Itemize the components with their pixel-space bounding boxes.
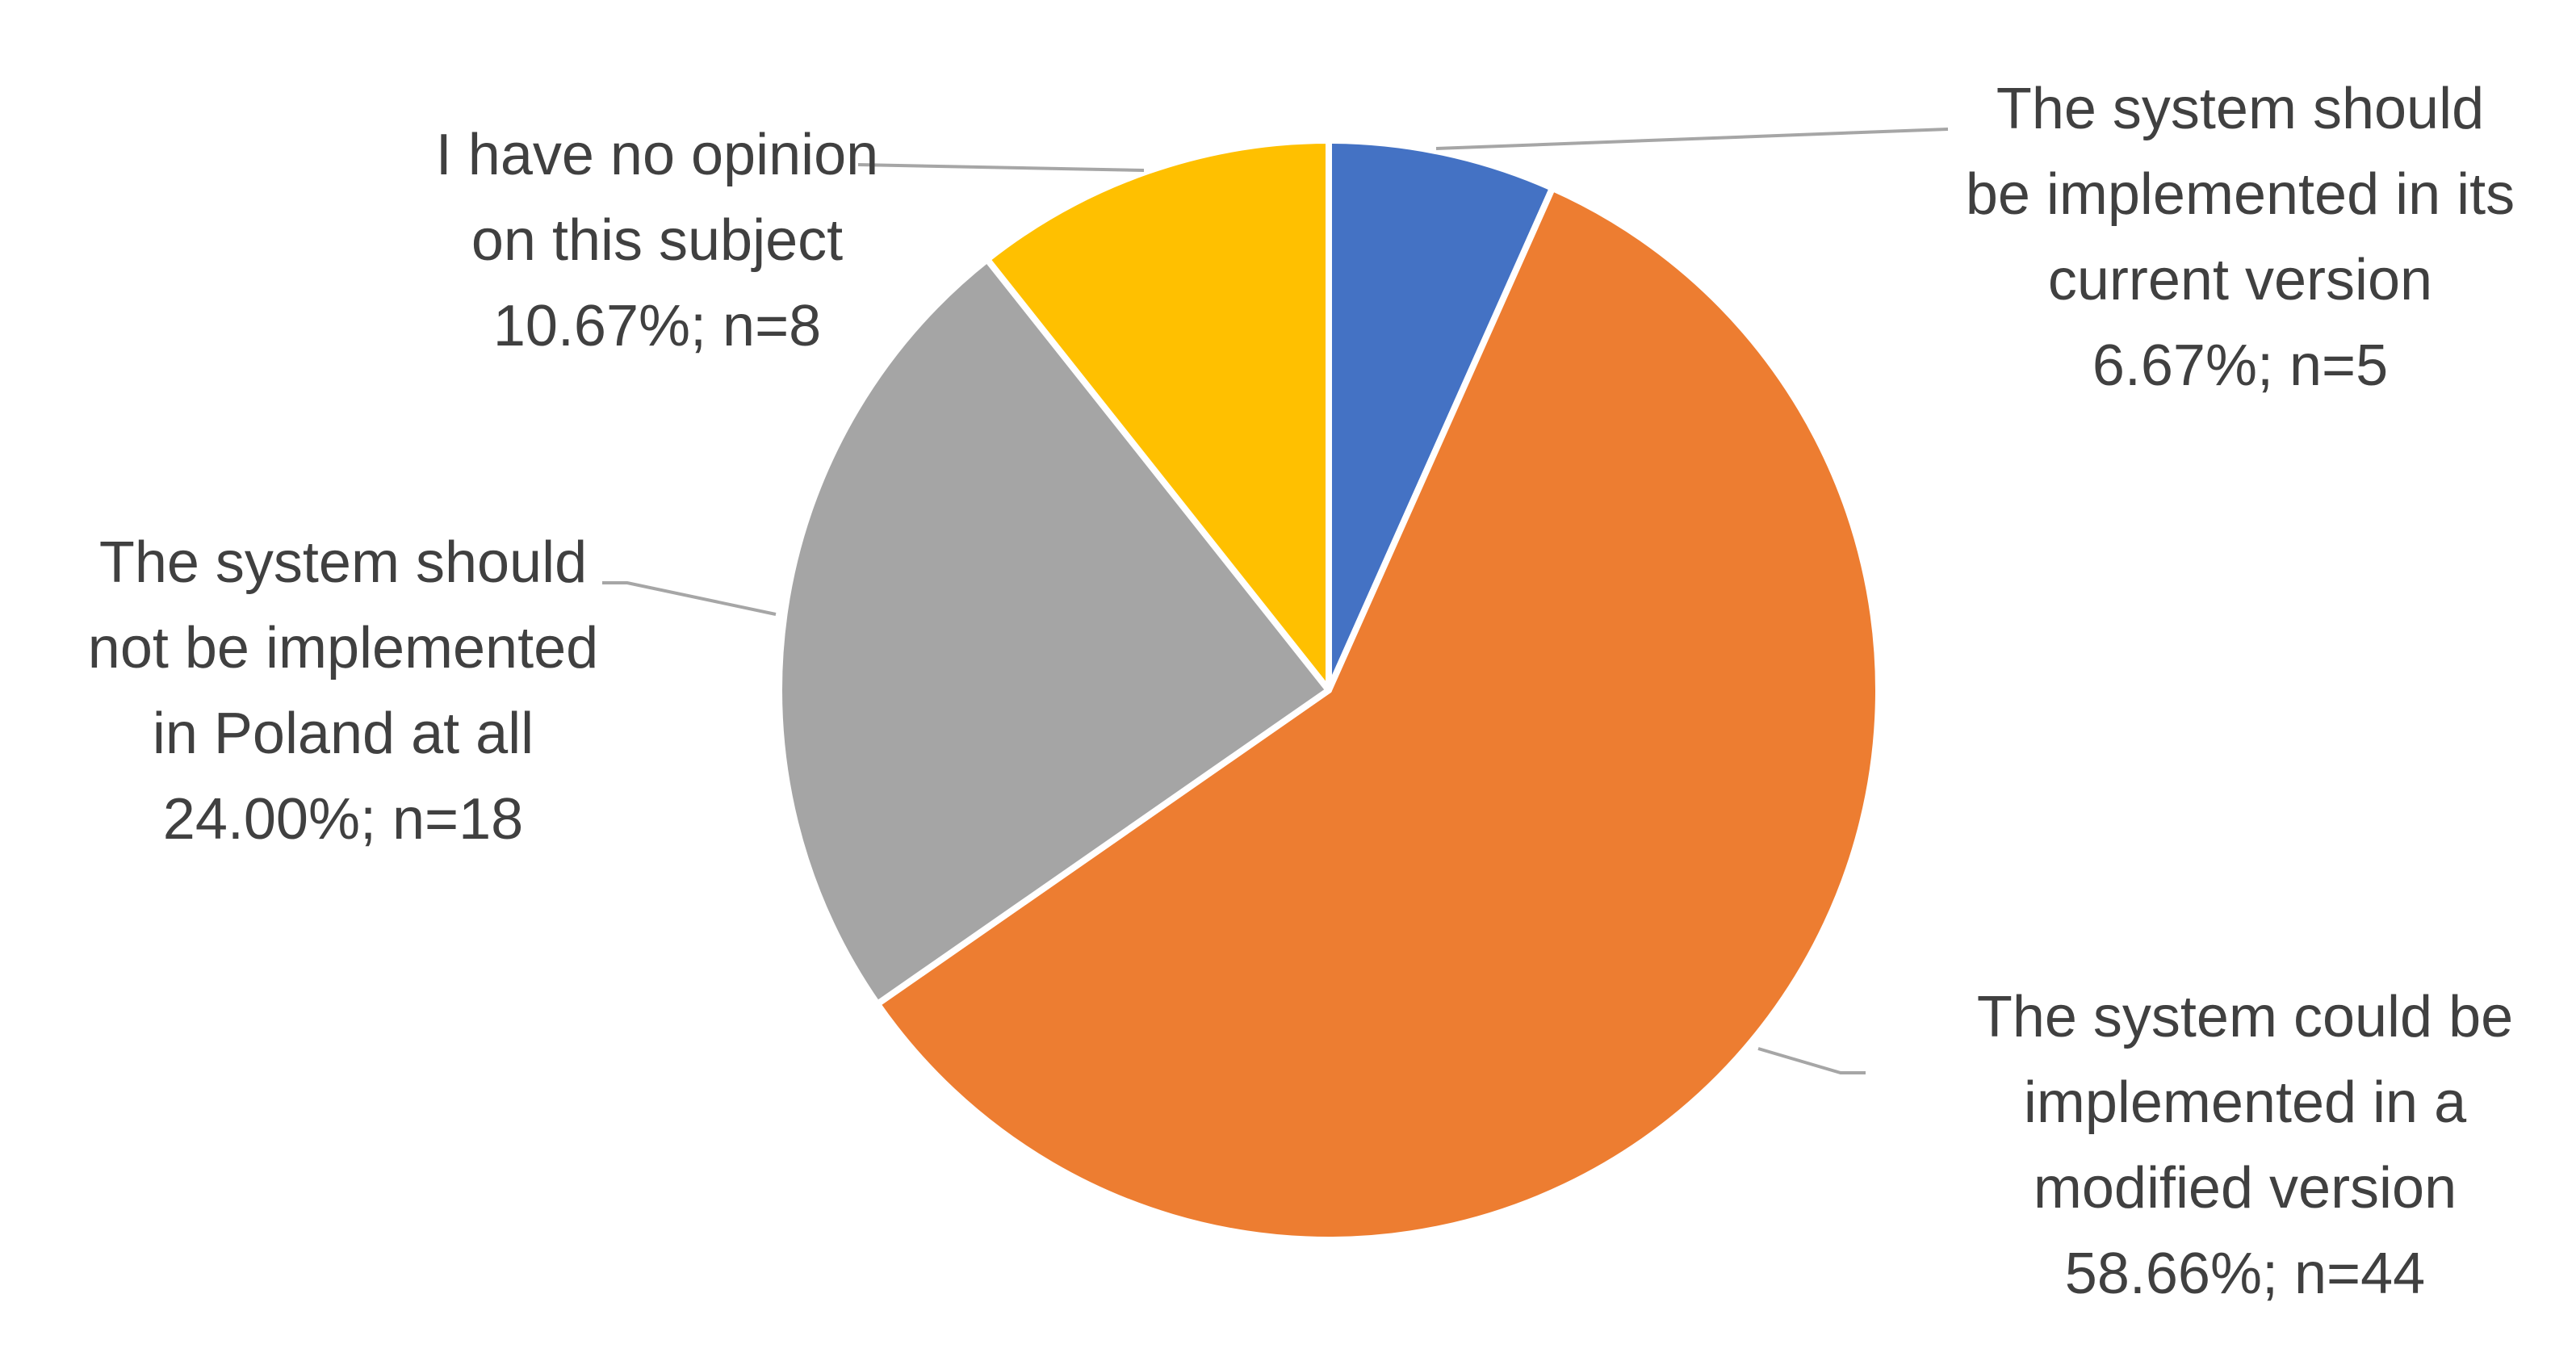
slices bbox=[776, 137, 1882, 1243]
leader-line bbox=[1435, 128, 1949, 150]
leader-line bbox=[602, 581, 777, 616]
label-category: The system should not be implemented in … bbox=[87, 530, 599, 766]
label-value: 58.66%; n=44 bbox=[2064, 1242, 2426, 1306]
data-label: The system should not be implemented in … bbox=[61, 520, 626, 862]
data-label: The system could be implemented in a mod… bbox=[1938, 974, 2552, 1317]
label-category: The system could be implemented in a mod… bbox=[1976, 985, 2514, 1221]
label-category: The system should be implemented in its … bbox=[1965, 77, 2515, 312]
data-label: The system should be implemented in its … bbox=[1958, 66, 2523, 408]
label-category: I have no opinion on this subject bbox=[435, 123, 879, 273]
label-value: 10.67%; n=8 bbox=[492, 294, 822, 358]
leader-line bbox=[1757, 1047, 1866, 1074]
label-value: 24.00%; n=18 bbox=[162, 787, 524, 852]
slice bbox=[1326, 137, 1556, 693]
slice bbox=[873, 184, 1882, 1243]
slice bbox=[983, 137, 1332, 693]
label-value: 6.67%; n=5 bbox=[2092, 333, 2389, 398]
leader-line bbox=[857, 163, 1145, 172]
slice bbox=[776, 256, 1332, 1007]
data-label: I have no opinion on this subject 10.67%;… bbox=[399, 112, 915, 369]
